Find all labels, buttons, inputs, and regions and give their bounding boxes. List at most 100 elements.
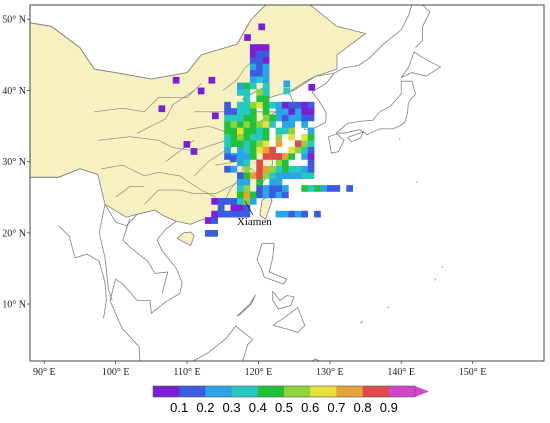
grid-cell <box>262 57 270 64</box>
grid-cell <box>243 95 251 103</box>
lon-tick-label: 150° E <box>459 367 487 378</box>
grid-cell <box>301 153 308 160</box>
grid-cell <box>249 101 257 109</box>
grid-cell <box>243 114 251 122</box>
grid-cell <box>307 108 315 115</box>
grid-cell <box>269 101 276 109</box>
grid-cell <box>249 44 257 51</box>
grid-cell <box>230 204 238 212</box>
grid-cell <box>208 76 216 84</box>
colorbar-segment <box>205 386 232 397</box>
grid-cell <box>224 210 231 218</box>
grid-cell <box>237 82 244 90</box>
grid-cell <box>269 185 276 192</box>
palawan-coast <box>236 294 256 317</box>
lat-tick-label: 10° N <box>2 300 26 311</box>
grid-cell <box>224 153 231 160</box>
grid-cell <box>275 101 283 109</box>
grid-cell <box>262 101 270 109</box>
grid-cell <box>288 127 296 135</box>
grid-cell <box>269 114 276 122</box>
grid-cell <box>249 121 257 128</box>
grid-cell <box>243 210 251 218</box>
colorbar-segment <box>336 386 363 397</box>
grid-cell <box>262 140 270 147</box>
grid-cell <box>249 133 257 141</box>
grid-cell <box>249 114 257 122</box>
grid-cell <box>249 191 257 199</box>
grid-cell <box>249 50 257 58</box>
grid-cell <box>275 127 283 135</box>
pacific-reef-2 <box>387 306 390 308</box>
grid-cell <box>262 114 270 122</box>
grid-cell <box>269 191 276 199</box>
grid-cell <box>282 185 289 192</box>
grid-cell <box>230 198 238 205</box>
colorbar-tick-label: 0.9 <box>380 400 398 415</box>
grid-cell <box>243 172 251 179</box>
grid-cell <box>212 112 219 120</box>
grid-cell <box>301 114 308 122</box>
grid-cell <box>230 108 238 115</box>
grid-cell <box>308 84 316 91</box>
indochina-borders <box>104 204 138 227</box>
grid-cell <box>256 127 263 135</box>
grid-cell <box>237 146 244 154</box>
grid-cell <box>275 140 283 147</box>
grid-cell <box>224 198 231 205</box>
axis-labels: 10° N 20° N 30° N 40° N 50° N 90° E 100° E 110°… <box>2 15 486 378</box>
grid-cell <box>256 185 263 192</box>
grid-cell <box>294 114 302 122</box>
grid-cell <box>262 108 270 115</box>
grid-cell <box>237 108 244 115</box>
sulawesi-coast <box>258 360 295 361</box>
grid-cell <box>269 165 276 173</box>
colorbar-segment <box>231 386 259 397</box>
grid-cell <box>301 108 308 115</box>
grid-cell <box>301 101 308 109</box>
grid-cell <box>269 146 276 154</box>
grid-cell <box>243 204 251 212</box>
grid-cell <box>256 101 263 109</box>
grid-cell <box>249 57 257 64</box>
grid-cell <box>237 121 244 128</box>
grid-cell <box>243 121 251 128</box>
grid-cell <box>256 76 263 83</box>
grid-cell <box>288 165 296 173</box>
grid-cell <box>256 89 263 96</box>
grid-cell <box>294 108 302 115</box>
grid-cell <box>275 178 283 186</box>
colorbar: 0.1 0.2 0.3 0.4 0.5 0.6 0.7 0.8 0.9 <box>152 385 429 415</box>
grid-cell <box>243 191 251 199</box>
grid-cell <box>283 80 291 88</box>
grid-cell <box>282 153 289 160</box>
station-marker: Xiamen <box>237 200 272 228</box>
grid-cell <box>230 210 238 218</box>
honshu-coast <box>336 80 416 136</box>
grid-cell <box>244 34 251 41</box>
grid-cell <box>288 210 296 218</box>
grid-cell <box>249 82 257 90</box>
borneo-coast <box>179 325 254 361</box>
grid-cell <box>314 185 321 192</box>
grid-cell <box>288 108 296 115</box>
grid-cell <box>301 146 308 154</box>
grid-cell <box>243 153 251 160</box>
station-leader-line <box>244 200 254 215</box>
grid-cell <box>301 210 308 218</box>
grid-cell <box>269 178 276 186</box>
grid-cell <box>217 204 225 212</box>
grid-cell <box>314 210 321 218</box>
grid-cell <box>301 121 308 128</box>
grid-cell <box>282 159 289 167</box>
grid-cell <box>282 101 289 109</box>
grid-cell <box>320 185 328 192</box>
station-label: Xiamen <box>237 216 272 228</box>
grid-cell <box>256 57 263 64</box>
grid-cell <box>158 105 166 113</box>
russia-coast <box>333 5 413 74</box>
grid-cell <box>243 159 251 167</box>
colorbar-tick-label: 0.7 <box>327 400 345 415</box>
